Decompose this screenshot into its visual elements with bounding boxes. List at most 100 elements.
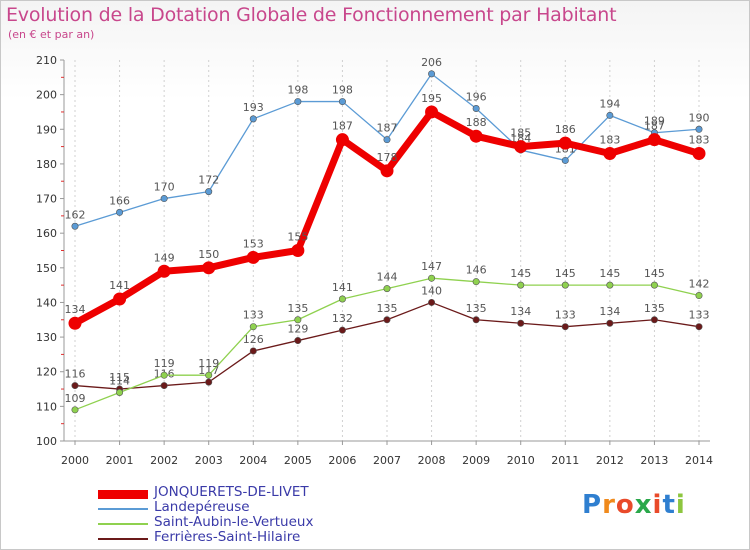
data-label-ferrieres-saint-hilaire-2001: 115	[109, 371, 130, 384]
data-label-landepereuse-2001: 166	[109, 194, 130, 207]
x-tick-label-2008: 2008	[418, 454, 446, 467]
data-label-saint-aubin-le-vertueux-2005: 135	[287, 302, 308, 315]
data-point-saint-aubin-le-vertueux-2004	[249, 323, 257, 331]
data-point-ferrieres-saint-hilaire-2012	[606, 319, 614, 327]
data-point-saint-aubin-le-vertueux-2007	[383, 285, 391, 293]
data-label-landepereuse-2002: 170	[154, 181, 175, 194]
legend-label: Ferrières-Saint-Hilaire	[154, 529, 301, 545]
data-label-saint-aubin-le-vertueux-2008: 147	[421, 260, 442, 273]
data-label-jonquerets-de-livet-2002: 149	[154, 251, 175, 264]
data-label-ferrieres-saint-hilaire-2014: 133	[689, 309, 710, 322]
data-label-ferrieres-saint-hilaire-2010: 134	[510, 305, 531, 318]
data-point-saint-aubin-le-vertueux-2006	[338, 295, 346, 303]
data-point-landepereuse-2011	[561, 156, 569, 164]
x-tick-label-2009: 2009	[462, 454, 490, 467]
data-point-jonquerets-de-livet-2012	[603, 147, 617, 161]
data-point-ferrieres-saint-hilaire-2014	[695, 323, 703, 331]
data-label-jonquerets-de-livet-2009: 188	[466, 116, 487, 129]
y-tick-label-180: 180	[36, 158, 57, 171]
data-label-ferrieres-saint-hilaire-2013: 135	[644, 302, 665, 315]
x-tick-label-2000: 2000	[61, 454, 89, 467]
data-label-jonquerets-de-livet-2010: 185	[510, 127, 531, 140]
data-point-landepereuse-2005	[294, 98, 302, 106]
data-label-saint-aubin-le-vertueux-2002: 119	[154, 357, 175, 370]
data-point-landepereuse-2008	[428, 70, 436, 78]
data-point-ferrieres-saint-hilaire-2003	[205, 378, 213, 386]
data-label-landepereuse-2013: 189	[644, 115, 665, 128]
data-label-ferrieres-saint-hilaire-2008: 140	[421, 284, 442, 297]
data-label-saint-aubin-le-vertueux-2006: 141	[332, 281, 353, 294]
data-point-saint-aubin-le-vertueux-2003	[205, 371, 213, 379]
data-label-jonquerets-de-livet-2008: 195	[421, 92, 442, 105]
data-point-jonquerets-de-livet-2006	[335, 133, 349, 147]
data-label-saint-aubin-le-vertueux-2012: 145	[599, 267, 620, 280]
logo-letter: r	[602, 490, 616, 520]
data-point-ferrieres-saint-hilaire-2011	[561, 323, 569, 331]
data-label-jonquerets-de-livet-2014: 183	[689, 134, 710, 147]
data-point-landepereuse-2007	[383, 136, 391, 144]
x-tick-label-2004: 2004	[239, 454, 267, 467]
data-point-ferrieres-saint-hilaire-2002	[160, 382, 168, 390]
legend-swatch	[98, 523, 148, 525]
y-tick-label-120: 120	[36, 366, 57, 379]
data-point-saint-aubin-le-vertueux-2012	[606, 281, 614, 289]
data-point-landepereuse-2014	[695, 125, 703, 133]
data-label-landepereuse-2004: 193	[243, 101, 264, 114]
data-point-landepereuse-2002	[160, 195, 168, 203]
data-label-saint-aubin-le-vertueux-2004: 133	[243, 309, 264, 322]
x-tick-label-2011: 2011	[551, 454, 579, 467]
y-tick-label-160: 160	[36, 227, 57, 240]
data-label-jonquerets-de-livet-2004: 153	[243, 237, 264, 250]
data-label-jonquerets-de-livet-2011: 186	[555, 123, 576, 136]
legend-swatch	[98, 538, 148, 540]
data-point-saint-aubin-le-vertueux-2009	[472, 278, 480, 286]
data-point-jonquerets-de-livet-2003	[202, 261, 216, 275]
x-tick-label-2001: 2001	[106, 454, 134, 467]
data-point-saint-aubin-le-vertueux-2011	[561, 281, 569, 289]
x-tick-label-2006: 2006	[328, 454, 356, 467]
data-label-landepereuse-2009: 196	[466, 90, 487, 103]
data-point-saint-aubin-le-vertueux-2001	[116, 389, 124, 397]
data-point-landepereuse-2000	[71, 222, 79, 230]
data-label-landepereuse-2000: 162	[65, 208, 86, 221]
data-point-landepereuse-2004	[249, 115, 257, 123]
line-chart: 100 110 120 130 140 150 160 170 180 190 200 210 2000…	[36, 54, 713, 467]
data-point-jonquerets-de-livet-2011	[558, 136, 572, 150]
data-point-saint-aubin-le-vertueux-2000	[71, 406, 79, 414]
data-label-saint-aubin-le-vertueux-2013: 145	[644, 267, 665, 280]
data-label-saint-aubin-le-vertueux-2000: 109	[65, 392, 86, 405]
x-tick-label-2013: 2013	[640, 454, 668, 467]
chart-title: Evolution de la Dotation Globale de Fonc…	[6, 4, 617, 26]
data-label-saint-aubin-le-vertueux-2014: 142	[689, 278, 710, 291]
y-tick-label-130: 130	[36, 331, 57, 344]
data-point-jonquerets-de-livet-2010	[514, 140, 528, 154]
data-label-landepereuse-2003: 172	[198, 174, 219, 187]
data-label-ferrieres-saint-hilaire-2011: 133	[555, 309, 576, 322]
data-label-ferrieres-saint-hilaire-2004: 126	[243, 333, 264, 346]
logo-letter: o	[615, 490, 635, 520]
proxiti-logo: Proxiti	[582, 490, 686, 520]
data-label-jonquerets-de-livet-2000: 134	[65, 303, 86, 316]
y-tick-label-100: 100	[36, 435, 57, 448]
data-point-ferrieres-saint-hilaire-2004	[249, 347, 257, 355]
y-tick-label-190: 190	[36, 123, 57, 136]
y-tick-label-150: 150	[36, 262, 57, 275]
logo-letter: x	[634, 490, 653, 520]
data-label-jonquerets-de-livet-2006: 187	[332, 120, 353, 133]
data-label-saint-aubin-le-vertueux-2009: 146	[466, 264, 487, 277]
x-tick-label-2007: 2007	[373, 454, 401, 467]
data-point-saint-aubin-le-vertueux-2014	[695, 292, 703, 300]
data-point-jonquerets-de-livet-2014	[692, 147, 706, 161]
data-point-ferrieres-saint-hilaire-2000	[71, 382, 79, 390]
data-label-landepereuse-2008: 206	[421, 56, 442, 69]
data-label-landepereuse-2012: 194	[599, 97, 620, 110]
data-point-landepereuse-2009	[472, 104, 480, 112]
data-point-jonquerets-de-livet-2013	[647, 133, 661, 147]
data-point-ferrieres-saint-hilaire-2010	[517, 319, 525, 327]
data-point-saint-aubin-le-vertueux-2002	[160, 371, 168, 379]
data-label-jonquerets-de-livet-2013: 187	[644, 120, 665, 133]
data-label-saint-aubin-le-vertueux-2001: 114	[109, 375, 130, 388]
data-label-landepereuse-2007: 187	[377, 122, 398, 135]
data-point-landepereuse-2001	[116, 208, 124, 216]
